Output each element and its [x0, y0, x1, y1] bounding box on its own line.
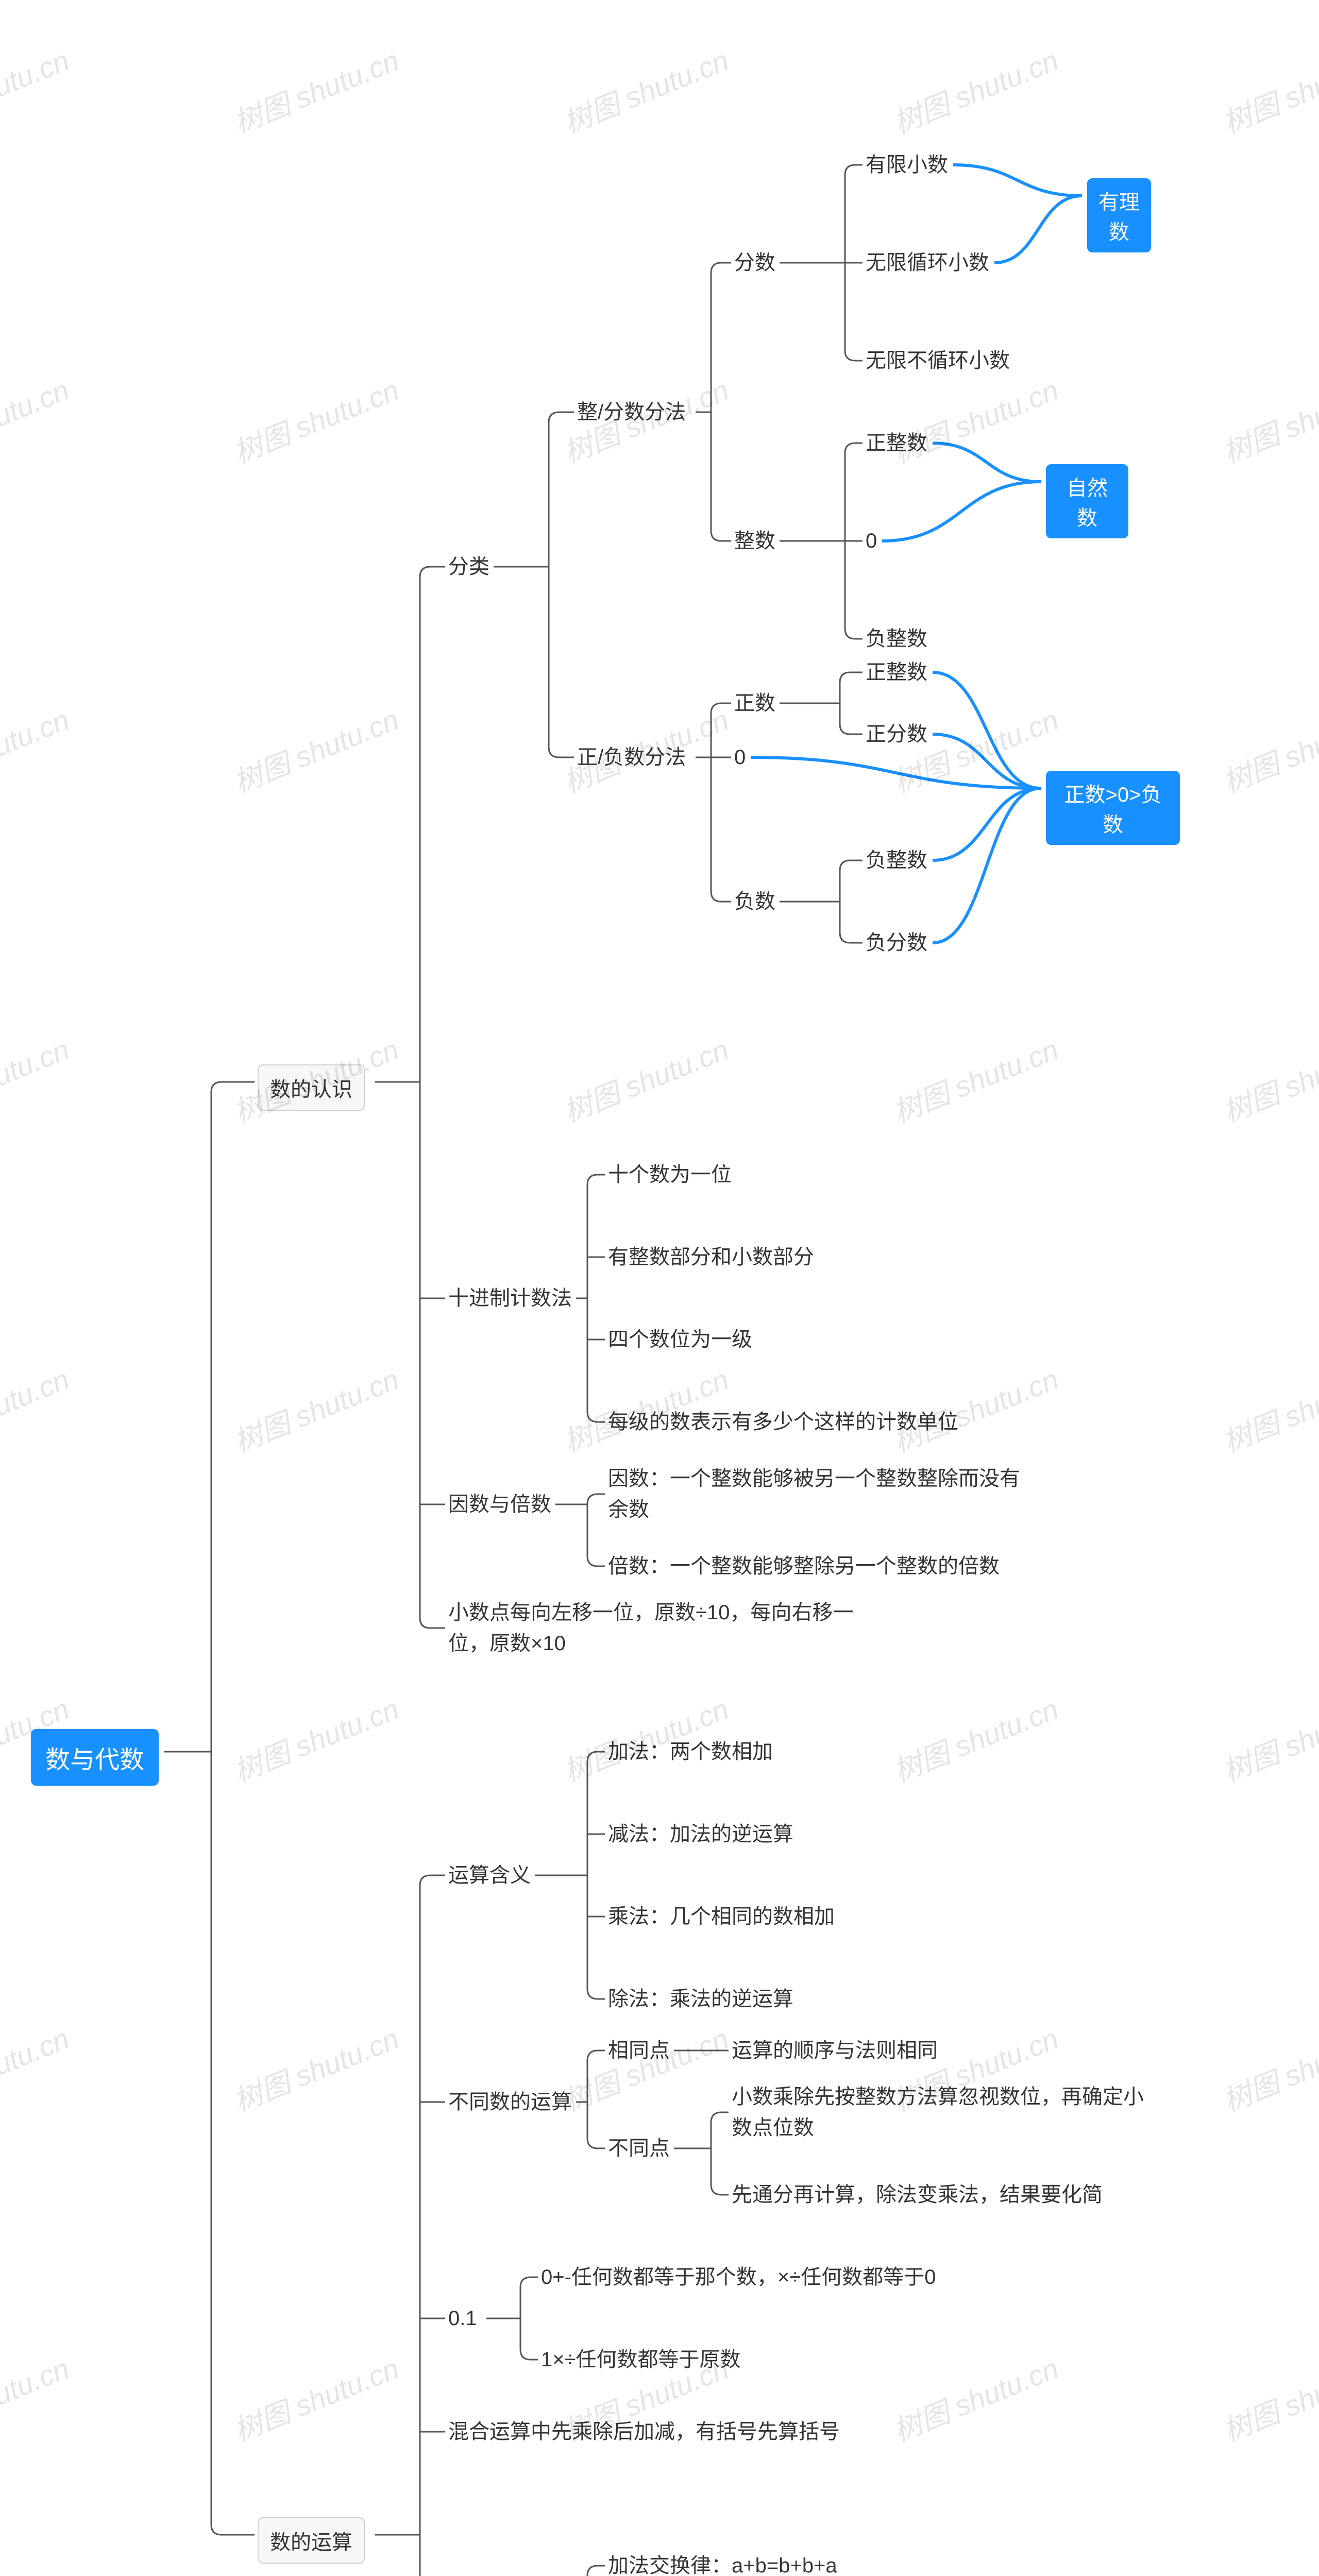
- node-l1_renshi: 数的认识: [258, 1064, 365, 1111]
- node-shijin: 十进制计数法: [448, 1283, 572, 1314]
- node-z1_2: 1×÷任何数都等于原数: [541, 2344, 741, 2375]
- node-hy_4: 除法：乘法的逆运算: [608, 1984, 793, 2014]
- node-tag_zfcmp: 正数>0>负数: [1046, 771, 1180, 845]
- node-tag_ziran: 自然数: [1046, 464, 1128, 538]
- node-zf_fu: 负数: [734, 886, 775, 917]
- node-bt_d1: 小数乘除先按整数方法算忽视数位，再确定小 数点位数: [732, 2081, 1144, 2143]
- node-zs_1: 正整数: [866, 428, 927, 459]
- node-bt_diff: 不同点: [608, 2133, 670, 2164]
- node-sj_1: 十个数为一位: [608, 1159, 732, 1190]
- node-ys_01: 0.1: [448, 2303, 477, 2334]
- node-zf_zs: 正整数: [866, 657, 927, 688]
- node-sj_4: 每级的数表示有多少个这样的计数单位: [608, 1406, 958, 1437]
- node-tag_youli: 有理 数: [1087, 178, 1151, 252]
- node-bt_s1: 运算的顺序与法则相同: [732, 2035, 938, 2066]
- node-zf_nzs: 负整数: [866, 845, 927, 876]
- node-lv_1: 加法交换律：a+b=b+b+a: [608, 2550, 837, 2576]
- node-zf_zheng: 正数: [734, 688, 775, 719]
- node-fs_2: 无限循环小数: [866, 247, 989, 278]
- node-bt_d2: 先通分再计算，除法变乘法，结果要化简: [732, 2179, 1103, 2210]
- node-fs_3: 无限不循环小数: [866, 345, 1010, 376]
- node-sj_2: 有整数部分和小数部分: [608, 1242, 814, 1273]
- node-yinbei: 因数与倍数: [448, 1489, 551, 1520]
- node-ys_hunhe: 混合运算中先乘除后加减，有括号先算括号: [448, 2416, 840, 2447]
- node-ys_btop: 不同数的运算: [448, 2087, 572, 2117]
- node-fenlei: 分类: [448, 551, 489, 582]
- node-fs_fenshu: 分数: [734, 247, 775, 278]
- node-z1_1: 0+-任何数都等于那个数，×÷任何数都等于0: [541, 2262, 936, 2293]
- node-hy_2: 减法：加法的逆运算: [608, 1819, 793, 1850]
- node-zf_nfs: 负分数: [866, 927, 927, 958]
- node-ys_hanyi: 运算含义: [448, 1860, 531, 1891]
- mindmap-canvas: 数与代数 数的认识数的运算 分类十进制计数法因数与倍数小数点每向左移一位，原数÷10…: [0, 0, 1319, 2576]
- node-yb_2: 倍数：一个整数能够整除另一个整数的倍数: [608, 1551, 1000, 1582]
- node-l1_yunsuan: 数的运算: [258, 2517, 365, 2564]
- node-zf_0: 0: [734, 742, 746, 773]
- node-hy_1: 加法：两个数相加: [608, 1736, 773, 1767]
- node-zs_3: 负整数: [866, 623, 927, 654]
- node-zs_2: 0: [866, 526, 877, 556]
- node-yb_1: 因数：一个整数能够被另一个整数整除而没有 余数: [608, 1463, 1020, 1525]
- node-bt_same: 相同点: [608, 2035, 670, 2066]
- node-xiaoshudian: 小数点每向左移一位，原数÷10，每向右移一 位，原数×10: [448, 1597, 853, 1659]
- node-sj_3: 四个数位为一级: [608, 1324, 752, 1355]
- node-zhengfu: 正/负数分法: [577, 742, 686, 773]
- node-fs_zhengshu: 整数: [734, 526, 775, 556]
- node-zf_zf: 正分数: [866, 719, 927, 750]
- node-root: 数与代数: [31, 1729, 159, 1786]
- node-hy_3: 乘法：几个相同的数相加: [608, 1901, 835, 1932]
- node-zhengfen: 整/分数分法: [577, 397, 686, 428]
- node-fs_1: 有限小数: [866, 149, 948, 180]
